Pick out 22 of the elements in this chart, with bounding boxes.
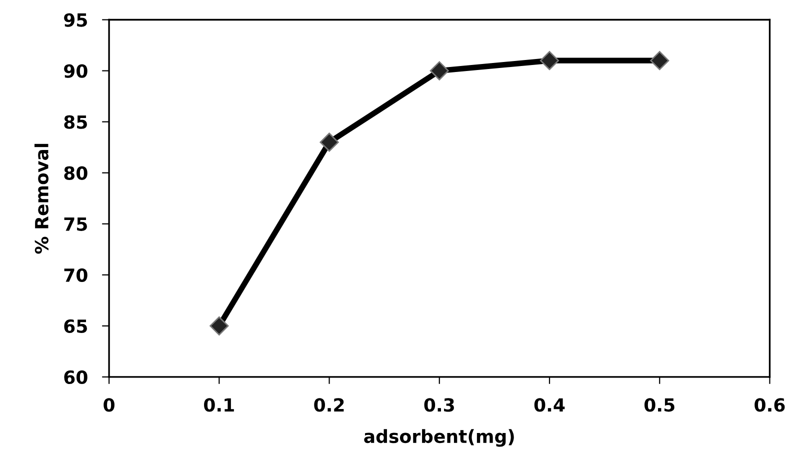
x-axis-title: adsorbent(mg)	[364, 429, 514, 447]
y-tick-label: 85	[64, 115, 87, 129]
x-tick-label: 0.5	[644, 398, 674, 412]
x-tick-label: 0.3	[424, 398, 454, 412]
point	[430, 61, 449, 80]
point	[540, 51, 560, 70]
y-tick-label: 60	[64, 370, 88, 384]
x-tick-label: 0.4	[534, 398, 565, 412]
point	[320, 132, 339, 152]
y-tick-label: 80	[64, 166, 88, 180]
x-tick-label: 0	[104, 398, 114, 412]
y-tick-label: 70	[64, 268, 88, 282]
y-axis-title: % Removal	[34, 144, 48, 254]
x-tick-label: 0.6	[754, 398, 785, 412]
point	[650, 51, 670, 70]
point	[210, 316, 229, 336]
y-tick-label: 90	[64, 64, 88, 78]
x-tick-label: 0.1	[204, 398, 234, 412]
y-tick-label: 75	[64, 218, 87, 231]
y-tick-label: 65	[64, 319, 87, 334]
y-tick-label: 95	[64, 13, 87, 27]
x-tick-label: 0.2	[314, 398, 344, 412]
